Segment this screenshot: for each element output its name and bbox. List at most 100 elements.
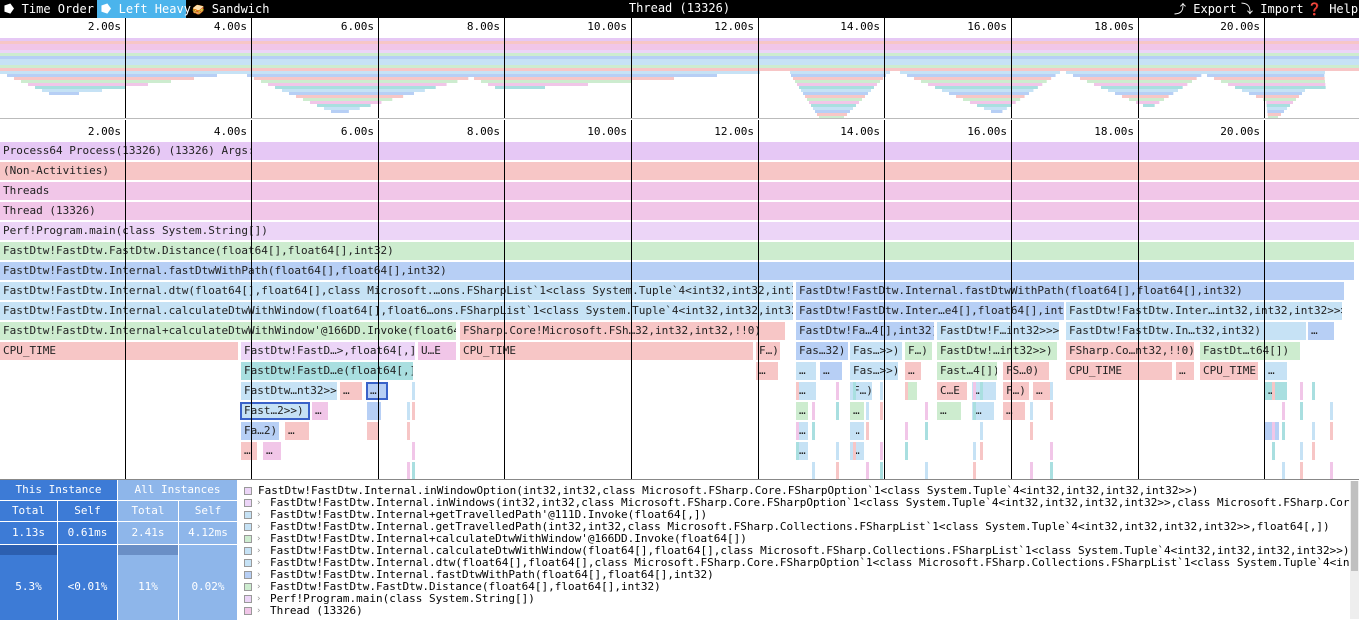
minimap[interactable] (0, 18, 1359, 119)
flame-frame[interactable]: F…) (1003, 382, 1029, 400)
stack-frame-row[interactable]: › FastDtw!FastDtw.Internal+getTravelledPa… (240, 509, 1350, 521)
this-self-percent: <0.01% (67, 580, 108, 593)
flame-frame[interactable]: … (796, 442, 808, 460)
flame-frame[interactable]: … (850, 402, 864, 420)
flame-frame[interactable]: FastDtw…nt32>>) (241, 382, 337, 400)
minimap-segment (1136, 101, 1160, 104)
flame-frame[interactable]: … (796, 382, 816, 400)
flame-frame[interactable]: … (796, 362, 816, 380)
stack-scrollbar-thumb[interactable] (1351, 481, 1358, 571)
flame-frame[interactable]: C…E (937, 382, 967, 400)
flame-sliver (1300, 402, 1303, 420)
flame-frame[interactable]: F…) (756, 342, 780, 360)
flame-frame[interactable]: Fas…32) (796, 342, 848, 360)
stack-frame-row[interactable]: › Thread (13326) (240, 605, 1350, 617)
left-heavy-tab[interactable]: ⭓ Left Heavy (97, 0, 191, 18)
flame-frame[interactable]: … (972, 382, 996, 400)
flame-frame[interactable]: … (340, 382, 362, 400)
stack-frame-row[interactable]: › FastDtw!FastDtw.Internal.getTravelledPa… (240, 521, 1350, 533)
flame-frame[interactable]: … (263, 442, 281, 460)
flame-frame[interactable]: FastDtw!…int32>>) (937, 342, 1057, 360)
stack-frame-row[interactable]: › FastDtw!FastDtw.FastDtw.Distance(float6… (240, 581, 1350, 593)
flame-frame[interactable]: FastDtw!FastDtw.Internal.dtw(float64[],f… (0, 282, 793, 300)
flame-frame[interactable]: FastDtw!FastDtw.Internal.fastDtwWithPath… (796, 282, 1344, 300)
flame-frame[interactable]: CPU_TIME (1200, 362, 1258, 380)
flame-frame[interactable]: FSharp.Co…nt32,!!0) (1066, 342, 1194, 360)
flame-frame[interactable]: U…E (418, 342, 456, 360)
flame-frame[interactable]: F…) (905, 342, 932, 360)
flame-frame[interactable]: Threads (0, 182, 1359, 200)
flame-frame[interactable]: … (367, 382, 387, 400)
flame-frame[interactable] (367, 422, 379, 440)
flame-frame[interactable]: FastDtw!Fa…4[],int32) (796, 322, 934, 340)
flame-frame[interactable]: FastDtw!FastDtw.Inter…e4[],float64[],int… (796, 302, 1064, 320)
flame-frame[interactable]: … (312, 402, 328, 420)
all-self-value: 4.12ms (179, 522, 237, 544)
flame-frame[interactable]: … (1265, 362, 1287, 380)
stack-frame-label: FastDtw!FastDtw.Internal.getTravelledPat… (270, 520, 1330, 533)
export-button[interactable]: ⤴ Export (1170, 0, 1237, 18)
minimap-segment (1122, 95, 1169, 98)
flame-frame[interactable]: … (285, 422, 309, 440)
flame-frame[interactable]: … (241, 442, 257, 460)
flame-sliver (866, 402, 869, 420)
flame-frame[interactable]: Fast…2>>) (241, 402, 309, 420)
minimap-band (0, 62, 1359, 65)
time-order-tab[interactable]: ⭓ Time Order (0, 0, 96, 18)
stack-frame-row[interactable]: › FastDtw!FastDtw.Internal.dtw(float64[],… (240, 557, 1350, 569)
flame-frame[interactable]: FastDt…t64[]) (1200, 342, 1300, 360)
flame-sliver (1312, 442, 1315, 460)
flame-frame[interactable]: FastDtw!FastDtw.Internal.fastDtwWithPath… (0, 262, 1354, 280)
flame-frame[interactable]: FastDtw!FastDtw.Internal.calculateDtwWit… (0, 302, 793, 320)
stack-frame-row[interactable]: › Perf!Program.main(class System.String[]… (240, 593, 1350, 605)
flame-frame[interactable]: … (1265, 382, 1287, 400)
flame-frame[interactable]: FastDtw!FastD…e(float64[,]) (241, 362, 413, 380)
minimap-segment (1268, 116, 1278, 118)
flame-frame[interactable]: Perf!Program.main(class System.String[]) (0, 222, 1359, 240)
flame-frame[interactable]: FastDtw!FastDtw.Inter…int32,int32,int32>… (1066, 302, 1342, 320)
flame-frame[interactable]: … (820, 362, 842, 380)
flame-frame[interactable]: … (1308, 322, 1334, 340)
flame-frame[interactable]: FS…0) (1003, 362, 1049, 380)
flame-frame[interactable]: CPU_TIME (1066, 362, 1172, 380)
flame-frame[interactable]: FSharp.Core!Microsoft.FSh…32,int32,int32… (460, 322, 785, 340)
flame-frame[interactable]: Process64 Process(13326) (13326) Args: (0, 142, 1359, 160)
stack-frame-row[interactable]: › FastDtw!FastDtw.Internal.fastDtwWithPat… (240, 569, 1350, 581)
stack-frame-label: FastDtw!FastDtw.Internal+calculateDtwWit… (270, 532, 747, 545)
flame-frame[interactable]: … (796, 402, 808, 420)
minimap-segment (956, 95, 1025, 98)
stack-frame-row[interactable]: FastDtw!FastDtw.Internal.inWindowOption(… (240, 485, 1350, 497)
stack-frame-row[interactable]: › FastDtw!FastDtw.Internal+calculateDtwWi… (240, 533, 1350, 545)
flame-frame[interactable]: CPU_TIME (460, 342, 753, 360)
flamegraph[interactable]: Process64 Process(13326) (13326) Args: (N… (0, 120, 1359, 479)
sandwich-tab[interactable]: 🥪 Sandwich (188, 0, 272, 18)
flame-frame[interactable]: Thread (13326) (0, 202, 1359, 220)
help-button[interactable]: ❓ Help (1303, 0, 1359, 18)
flame-frame[interactable]: FastDtw!FastDtw.In…t32,int32) (1066, 322, 1306, 340)
flame-frame[interactable]: … (1003, 402, 1025, 420)
flame-frame[interactable]: FastDtw!FastDtw.FastDtw.Distance(float64… (0, 242, 1354, 260)
flame-frame[interactable]: CPU_TIME (0, 342, 238, 360)
flame-frame[interactable]: FastDtw!FastDtw.Internal+calculateDtwWit… (0, 322, 456, 340)
flame-frame[interactable]: … (937, 402, 961, 420)
import-button[interactable]: ⤵ Import (1237, 0, 1304, 18)
flame-frame[interactable]: … (1176, 362, 1194, 380)
flame-frame[interactable]: FastDtw!FastD…>,float64[,]) (241, 342, 415, 360)
flame-frame[interactable]: FastDtw!F…int32>>>) (937, 322, 1059, 340)
flame-frame[interactable]: … (972, 402, 994, 420)
flame-frame[interactable]: (Non-Activities) (0, 162, 1359, 180)
flame-frame[interactable]: … (905, 362, 921, 380)
flame-frame[interactable]: Fas…>>) (850, 362, 898, 380)
stack-scrollbar[interactable] (1350, 481, 1359, 619)
minimap-segment (460, 71, 760, 74)
flame-frame[interactable] (905, 382, 917, 400)
flame-frame[interactable]: Fa…2) (241, 422, 279, 440)
flame-frame[interactable]: … (1033, 382, 1051, 400)
flame-frame[interactable] (367, 402, 381, 420)
flame-frame[interactable]: Fast…4[]) (937, 362, 997, 380)
stack-frame-row[interactable]: › FastDtw!FastDtw.Internal.calculateDtwWi… (240, 545, 1350, 557)
stack-frame-row[interactable]: › FastDtw!FastDtw.Internal.inWindows(int3… (240, 497, 1350, 509)
flame-frame[interactable]: Fas…>>) (850, 342, 902, 360)
flame-frame[interactable]: … (756, 362, 778, 380)
flame-frame[interactable]: … (796, 422, 808, 440)
